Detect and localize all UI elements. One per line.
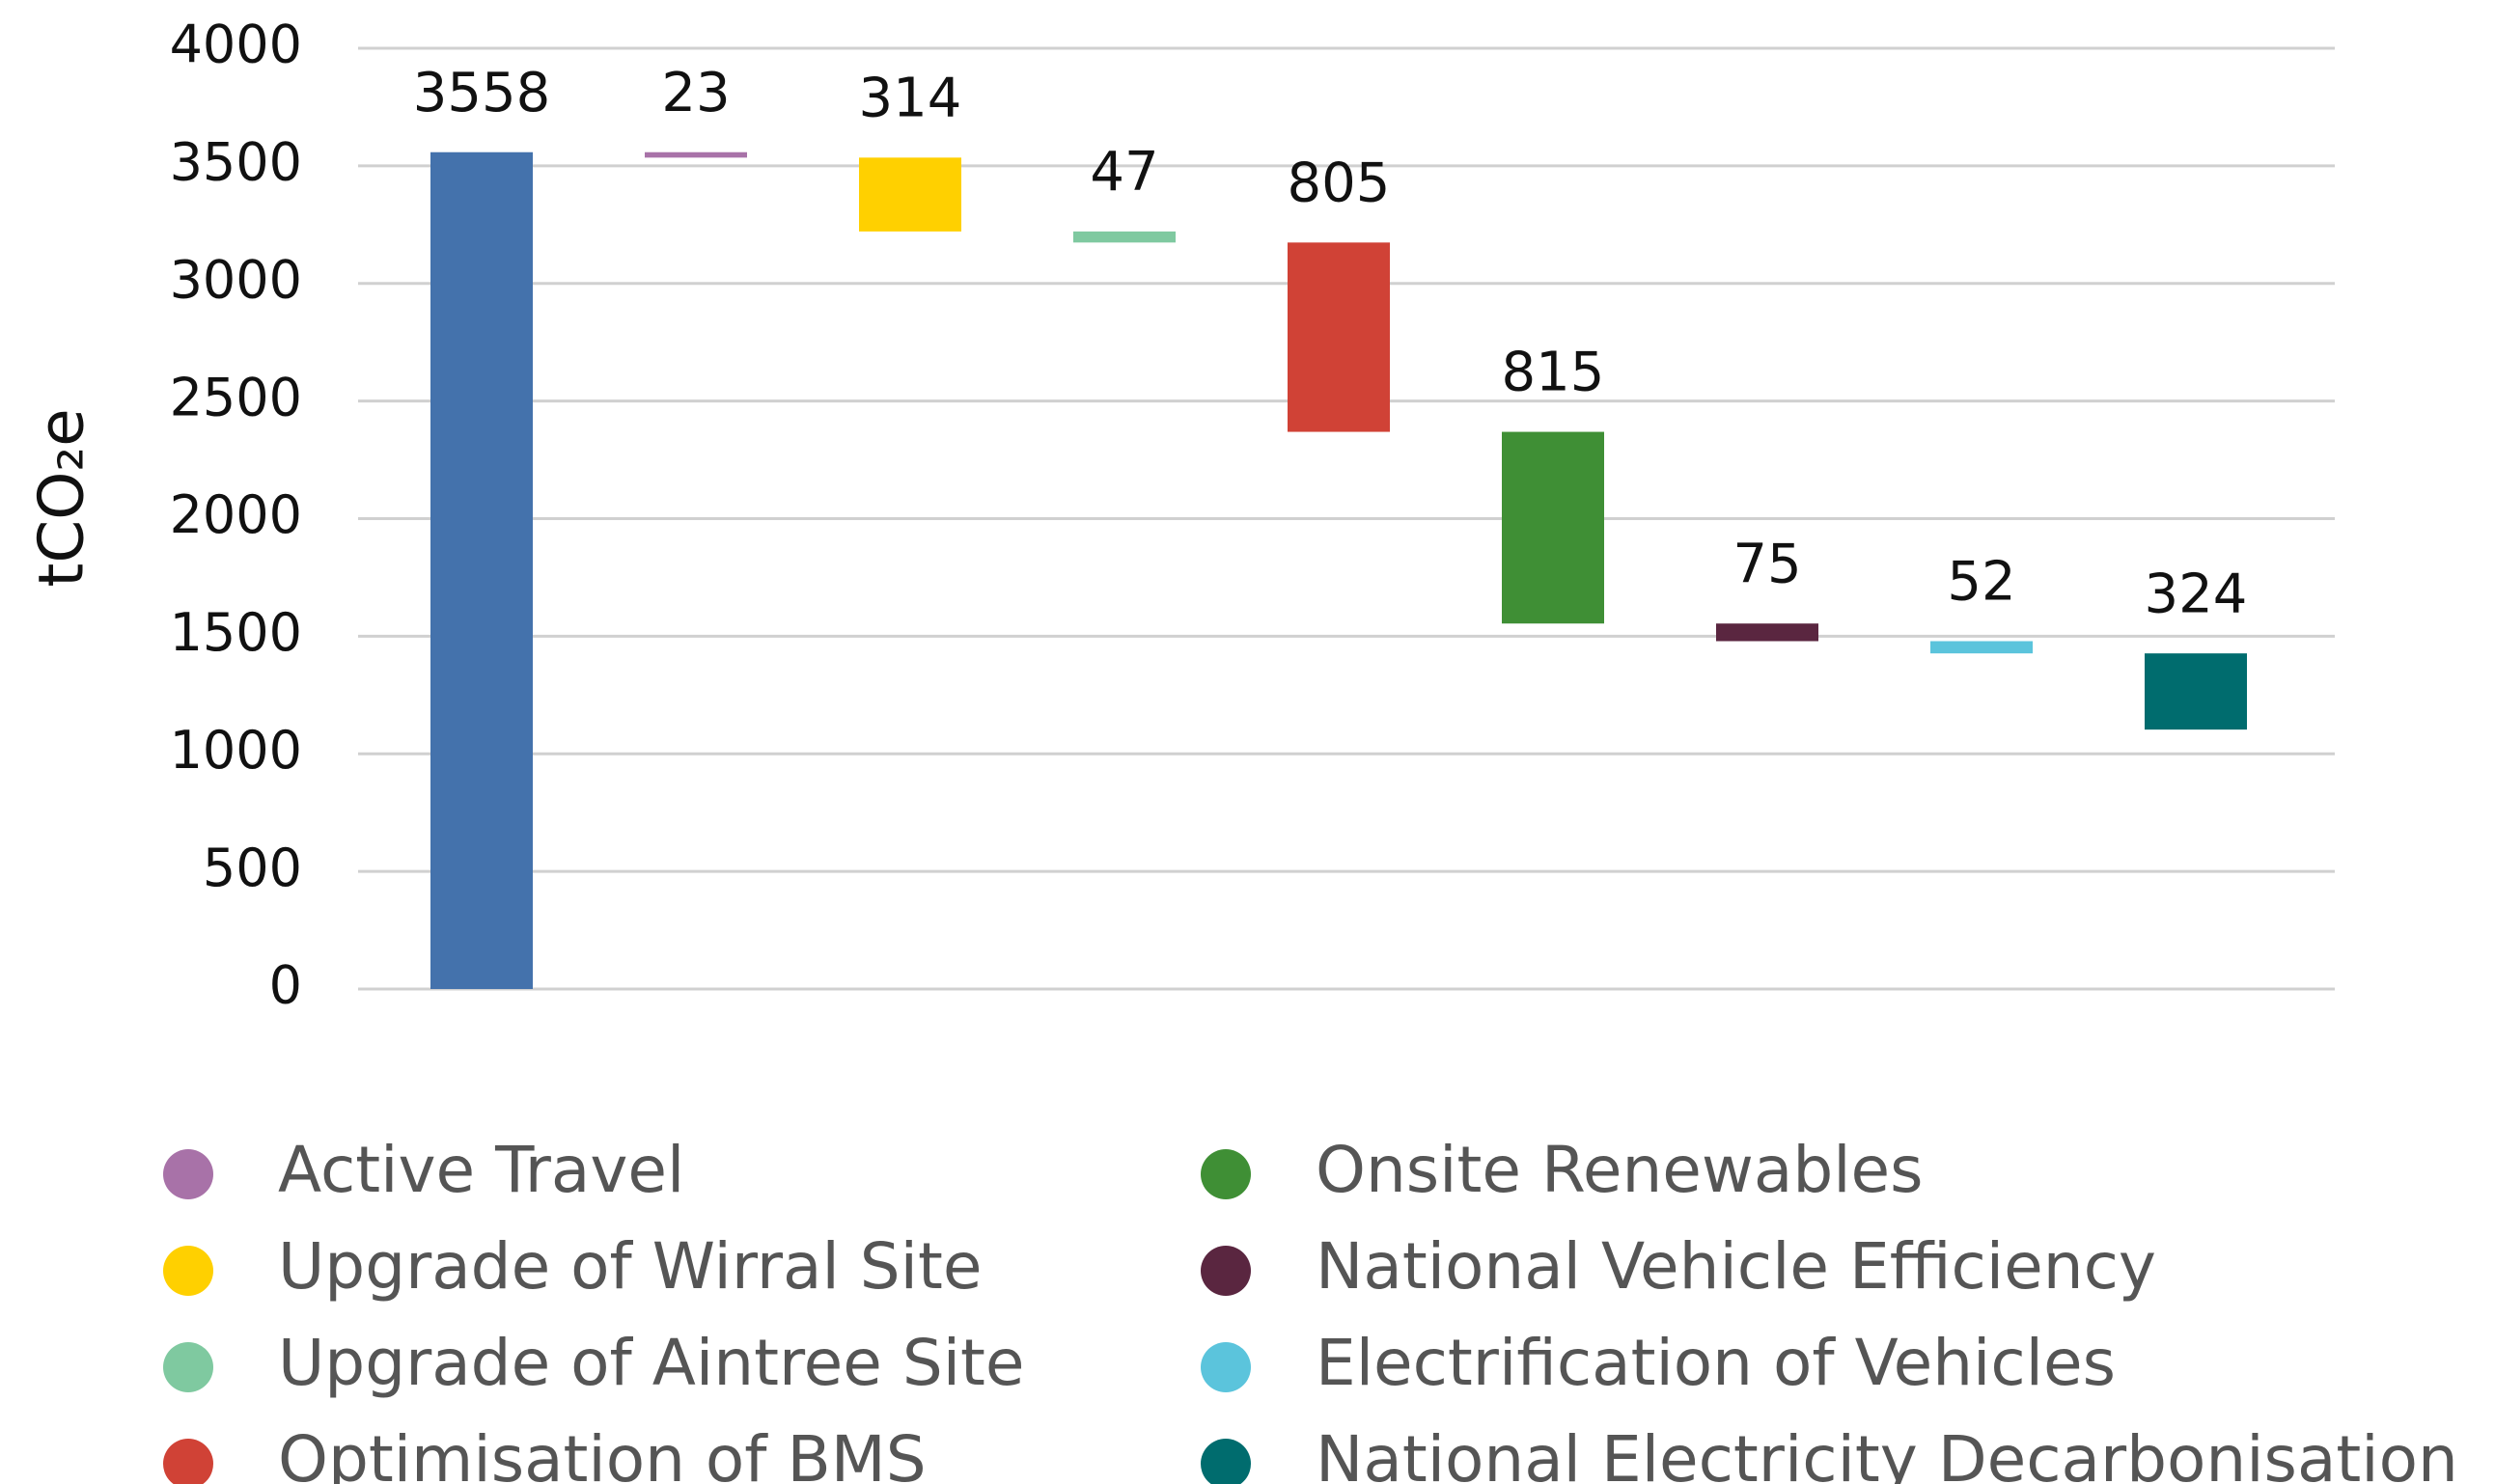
legend-label: Optimisation of BMS [278, 1422, 927, 1484]
y-tick-label: 500 [203, 838, 302, 898]
data-label: 805 [1288, 151, 1391, 214]
bar [1288, 242, 1390, 432]
legend-label: Upgrade of Wirral Site [278, 1229, 982, 1304]
legend-label: National Electricity Decarbonisation [1316, 1422, 2458, 1484]
legend-marker [163, 1246, 213, 1296]
y-tick-label: 2000 [170, 484, 302, 545]
legend-marker [1201, 1149, 1251, 1199]
y-tick-label: 3500 [170, 132, 302, 193]
legend-label: National Vehicle Efficiency [1316, 1229, 2156, 1304]
legend-marker [163, 1439, 213, 1484]
y-axis-label: tCO₂e [27, 408, 98, 587]
data-label: 3558 [413, 62, 551, 124]
data-label: 815 [1502, 342, 1605, 404]
legend-marker [1201, 1342, 1251, 1392]
y-tick-label: 2500 [170, 367, 302, 427]
legend-marker [1201, 1246, 1251, 1296]
y-tick-label: 0 [269, 955, 302, 1016]
y-tick-label: 4000 [170, 14, 302, 75]
y-tick-label: 3000 [170, 249, 302, 310]
data-label: 324 [2145, 563, 2248, 625]
legend-label: Active Travel [278, 1133, 684, 1207]
bar [1716, 623, 1818, 642]
bar [1930, 641, 2033, 654]
bar [1502, 431, 1604, 624]
bar [2145, 653, 2247, 730]
data-label: 52 [1947, 551, 2015, 614]
legend-marker [163, 1149, 213, 1199]
bar [430, 151, 533, 990]
data-label: 47 [1090, 141, 1158, 204]
legend-label: Upgrade of Aintree Site [278, 1326, 1025, 1400]
bar [1073, 231, 1176, 243]
bar [859, 157, 961, 232]
data-label: 23 [661, 62, 730, 124]
legend-label: Electrification of Vehicles [1316, 1326, 2116, 1400]
data-label: 314 [859, 67, 962, 129]
data-label: 75 [1733, 533, 1801, 595]
bar [645, 151, 747, 158]
legend-marker [163, 1342, 213, 1392]
y-tick-label: 1500 [170, 602, 302, 663]
legend-label: Onsite Renewables [1316, 1133, 1924, 1207]
legend-marker [1201, 1439, 1251, 1484]
y-tick-label: 1000 [170, 720, 302, 781]
